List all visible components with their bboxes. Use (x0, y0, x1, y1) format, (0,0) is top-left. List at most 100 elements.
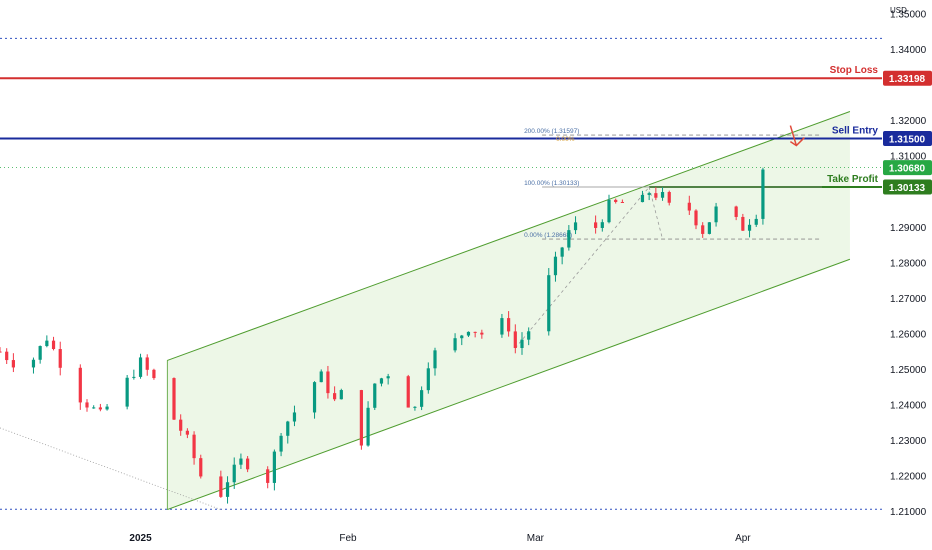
candle-body (701, 225, 705, 234)
y-tick-label: 1.25000 (890, 365, 927, 376)
price-levels[interactable] (0, 37, 882, 510)
candle-body (279, 435, 283, 452)
candle-body (31, 359, 36, 368)
x-tick-label: Mar (527, 533, 545, 544)
fib-overlap-label: 0.00% (556, 136, 575, 143)
y-tick-label: 1.24000 (890, 400, 927, 411)
candle-body (426, 368, 430, 391)
candle-body (138, 357, 143, 377)
candle-body (339, 390, 343, 400)
candle-body (547, 275, 551, 332)
x-tick-label: 2025 (129, 533, 152, 544)
y-tick-label: 1.22000 (890, 471, 927, 482)
candle-body (600, 222, 604, 228)
candle-body (500, 318, 504, 335)
last-price-tag: 1.30680 (889, 163, 926, 174)
stop-loss-price-tag-bg (883, 70, 932, 86)
candle-body (219, 476, 223, 497)
candle-body (125, 377, 129, 407)
candle-body (667, 192, 671, 203)
channel-lower-line[interactable] (167, 258, 851, 511)
candle-body (761, 169, 765, 219)
candle-body (199, 458, 203, 477)
candle-body (319, 371, 323, 383)
y-tick-label: 1.26000 (890, 329, 927, 340)
candle-body (607, 199, 611, 223)
candle-body (11, 360, 15, 368)
candle-body (366, 407, 370, 446)
candle-body (513, 331, 517, 349)
candle-body (594, 222, 598, 228)
candle-body (225, 482, 230, 497)
candle-body (714, 206, 718, 223)
trend-channel[interactable] (166, 111, 851, 511)
candle-body (453, 338, 457, 351)
candle-body (654, 193, 658, 198)
candle-body (620, 201, 624, 203)
candle-body (527, 331, 531, 340)
candle-body (185, 430, 189, 435)
y-tick-label: 1.35000 (890, 10, 927, 21)
candle-body (614, 199, 618, 202)
y-tick-label: 1.29000 (890, 223, 927, 234)
candle-body (272, 451, 276, 483)
candle-body (520, 339, 524, 349)
candle-body (92, 407, 96, 409)
candle-body (246, 458, 250, 470)
fibonacci-retracement[interactable]: 200.00% (1.31597) 100.00% (1.30133) 0.00% … (0, 128, 822, 510)
candle-body (707, 222, 711, 234)
candle-body (567, 230, 571, 248)
candle-body (507, 318, 511, 332)
take-profit-price-tag-bg (883, 179, 932, 195)
candle-body (560, 247, 564, 257)
candle-body (379, 378, 384, 384)
candle-body (333, 393, 337, 400)
channel-fill (167, 111, 850, 510)
candle-body (286, 421, 290, 436)
candle-body (232, 464, 236, 483)
candle-body (85, 402, 89, 408)
y-tick-label: 1.28000 (890, 258, 927, 269)
candle-body (386, 376, 390, 379)
fib-level-label: 100.00% (1.30133) (524, 180, 579, 187)
fib-retrace-line (648, 186, 663, 240)
candle-body (741, 216, 745, 231)
sell-entry-label: Sell Entry (832, 125, 879, 136)
candle-body (687, 202, 691, 211)
y-tick-label: 1.23000 (890, 436, 927, 447)
channel-upper-line[interactable] (167, 111, 851, 361)
candle-body (105, 406, 109, 410)
candle-body (466, 331, 471, 336)
candle-body (78, 367, 82, 403)
candle-body (239, 458, 243, 465)
swing-low-trendline (0, 427, 221, 510)
candlestick-series (0, 167, 765, 504)
y-tick-label: 1.32000 (890, 116, 927, 127)
candle-body (573, 222, 578, 231)
candle-body (647, 193, 651, 195)
take-profit-label: Take Profit (827, 174, 879, 185)
candle-body (326, 371, 330, 394)
candle-body (0, 351, 2, 353)
candle-body (192, 434, 196, 459)
currency-label: USD (890, 6, 907, 15)
candle-body (420, 390, 424, 407)
stop-loss-label: Stop Loss (830, 65, 879, 76)
annotations: Stop Loss Sell Entry Take Profit (789, 65, 879, 185)
candle-body (734, 206, 738, 217)
x-tick-label: Feb (339, 533, 357, 544)
fib-level-label: 0.00% (1.28668) (524, 232, 572, 239)
fib-swing-line (515, 186, 650, 349)
candle-body (460, 335, 464, 339)
sell-entry-price-tag-bg (883, 130, 932, 146)
down-arrow-icon (789, 125, 805, 147)
take-profit-price-tag: 1.30133 (889, 183, 926, 194)
price-tags: 1.33198 1.31500 1.30680 1.30133 (883, 70, 932, 195)
candle-body (406, 376, 410, 408)
stop-loss-price-tag: 1.33198 (889, 74, 926, 85)
time-axis[interactable]: 2025 Feb Mar Apr (129, 533, 751, 544)
x-tick-label: Apr (735, 533, 751, 544)
last-price-tag-bg (883, 160, 932, 176)
price-axis[interactable]: USD 1.35000 1.34000 1.32000 1.31000 1.29000 1… (890, 6, 927, 518)
